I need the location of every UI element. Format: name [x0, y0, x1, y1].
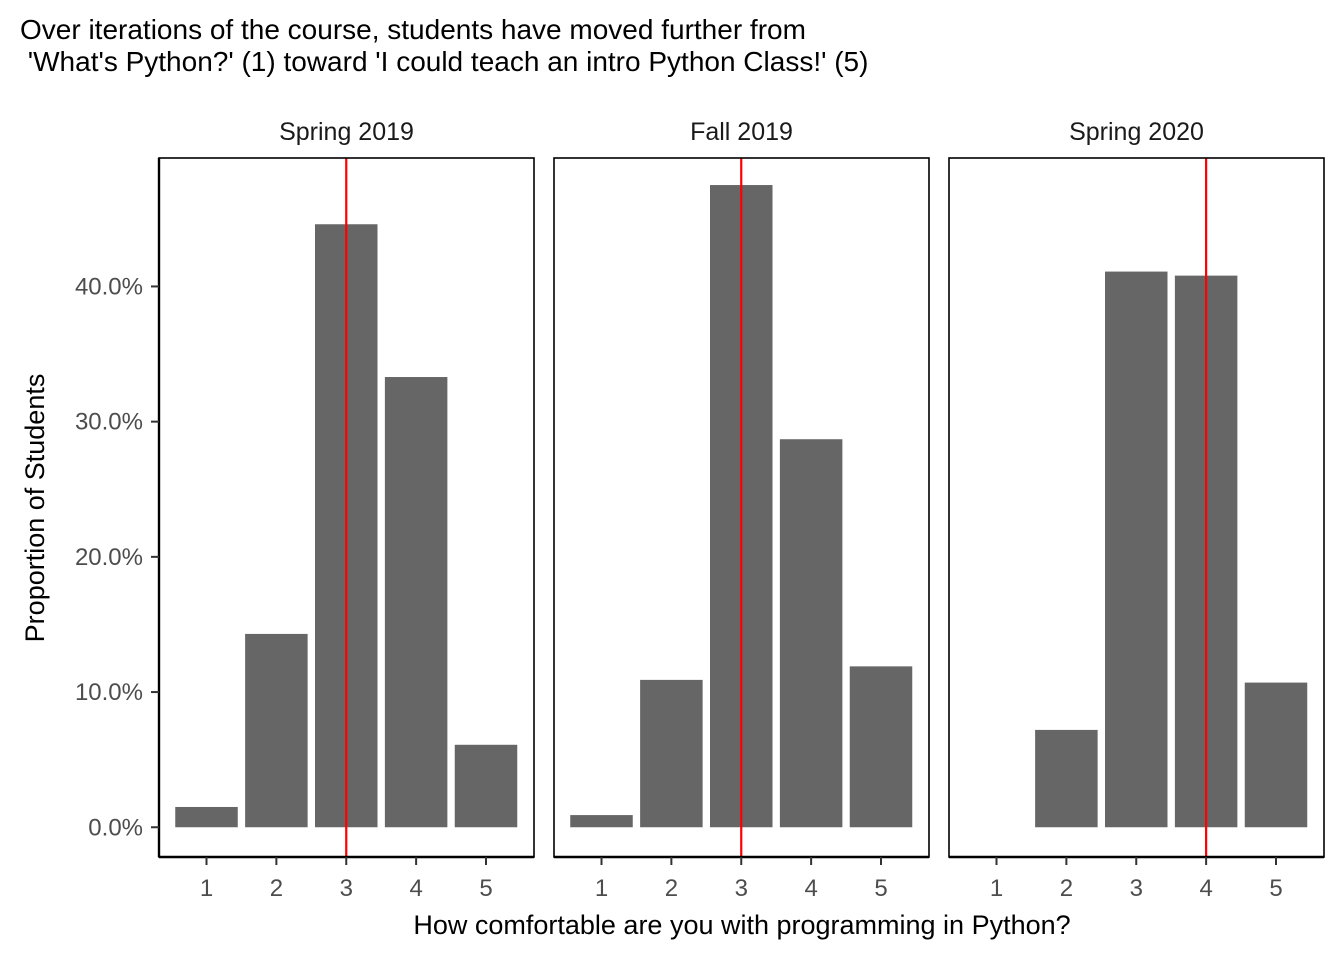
- bar-spring-2020-3: [1105, 271, 1168, 828]
- x-axis-title: How comfortable are you with programming…: [413, 910, 1070, 940]
- x-tick-label-fall-2019-4: 4: [804, 875, 817, 902]
- x-tick-label-spring-2020-3: 3: [1130, 875, 1143, 902]
- bar-spring-2020-5: [1244, 682, 1308, 828]
- bar-spring-2019-4: [384, 377, 448, 828]
- y-tick-label-3: 30.0%: [75, 409, 143, 436]
- chart-title: Over iterations of the course, students …: [20, 14, 869, 77]
- x-tick-label-spring-2020-4: 4: [1199, 875, 1212, 902]
- y-axis-title: Proportion of Students: [20, 374, 50, 643]
- x-tick-label-spring-2019-2: 2: [270, 875, 283, 902]
- x-tick-label-spring-2020-5: 5: [1269, 875, 1282, 902]
- bar-fall-2019-2: [640, 679, 703, 828]
- bar-spring-2019-2: [245, 633, 308, 828]
- y-tick-label-4: 40.0%: [75, 273, 143, 300]
- x-tick-label-fall-2019-2: 2: [665, 875, 678, 902]
- y-tick-label-1: 10.0%: [75, 679, 143, 706]
- bar-fall-2019-5: [849, 666, 913, 828]
- x-tick-label-fall-2019-1: 1: [595, 875, 608, 902]
- panel-title-spring-2020: Spring 2020: [1069, 118, 1204, 146]
- panel-title-fall-2019: Fall 2019: [690, 118, 793, 146]
- bar-fall-2019-1: [570, 815, 633, 828]
- x-tick-label-spring-2020-2: 2: [1060, 875, 1073, 902]
- panel-title-spring-2019: Spring 2019: [279, 118, 414, 146]
- bar-spring-2020-2: [1035, 729, 1098, 828]
- y-tick-label-2: 20.0%: [75, 544, 143, 571]
- x-tick-label-spring-2019-1: 1: [200, 875, 213, 902]
- bar-spring-2019-1: [175, 806, 238, 828]
- bar-spring-2019-5: [454, 744, 518, 828]
- x-tick-label-fall-2019-5: 5: [874, 875, 887, 902]
- x-tick-label-spring-2019-3: 3: [340, 875, 353, 902]
- bar-fall-2019-4: [779, 439, 843, 828]
- x-tick-label-spring-2019-4: 4: [409, 875, 422, 902]
- y-tick-label-0: 0.0%: [88, 814, 143, 841]
- x-tick-label-fall-2019-3: 3: [735, 875, 748, 902]
- x-tick-label-spring-2019-5: 5: [479, 875, 492, 902]
- x-tick-label-spring-2020-1: 1: [990, 875, 1003, 902]
